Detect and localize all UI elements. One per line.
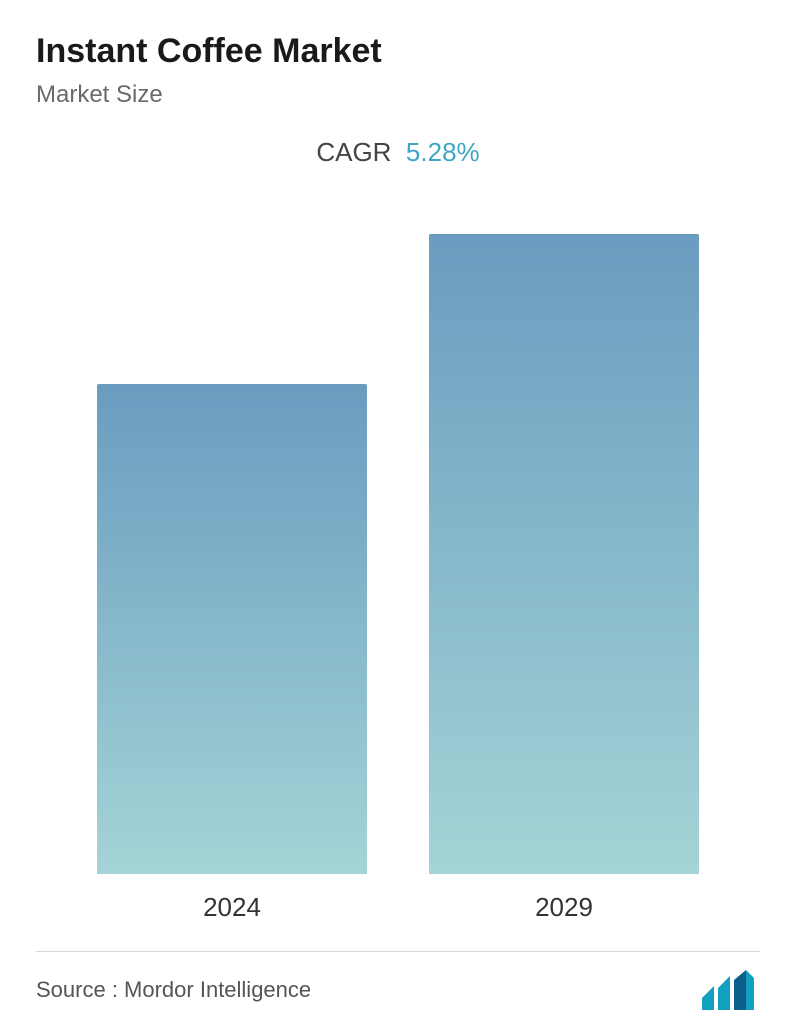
source-text: Source : Mordor Intelligence (36, 977, 311, 1003)
bar-group: 2024 (97, 384, 367, 923)
chart-footer: Source : Mordor Intelligence (36, 951, 760, 1010)
bar-label: 2029 (535, 892, 593, 923)
chart-subtitle: Market Size (36, 81, 760, 109)
cagr-label: CAGR (316, 137, 391, 167)
chart-container: Instant Coffee Market Market Size CAGR 5… (0, 0, 796, 1034)
chart-title: Instant Coffee Market (36, 32, 760, 71)
bar (429, 234, 699, 874)
bar-label: 2024 (203, 892, 261, 923)
brand-logo-icon (696, 970, 760, 1010)
chart-plot-area: 2024 2029 (36, 208, 760, 923)
bar (97, 384, 367, 874)
bar-group: 2029 (429, 234, 699, 923)
cagr-value: 5.28% (406, 137, 480, 167)
cagr-row: CAGR 5.28% (36, 137, 760, 168)
